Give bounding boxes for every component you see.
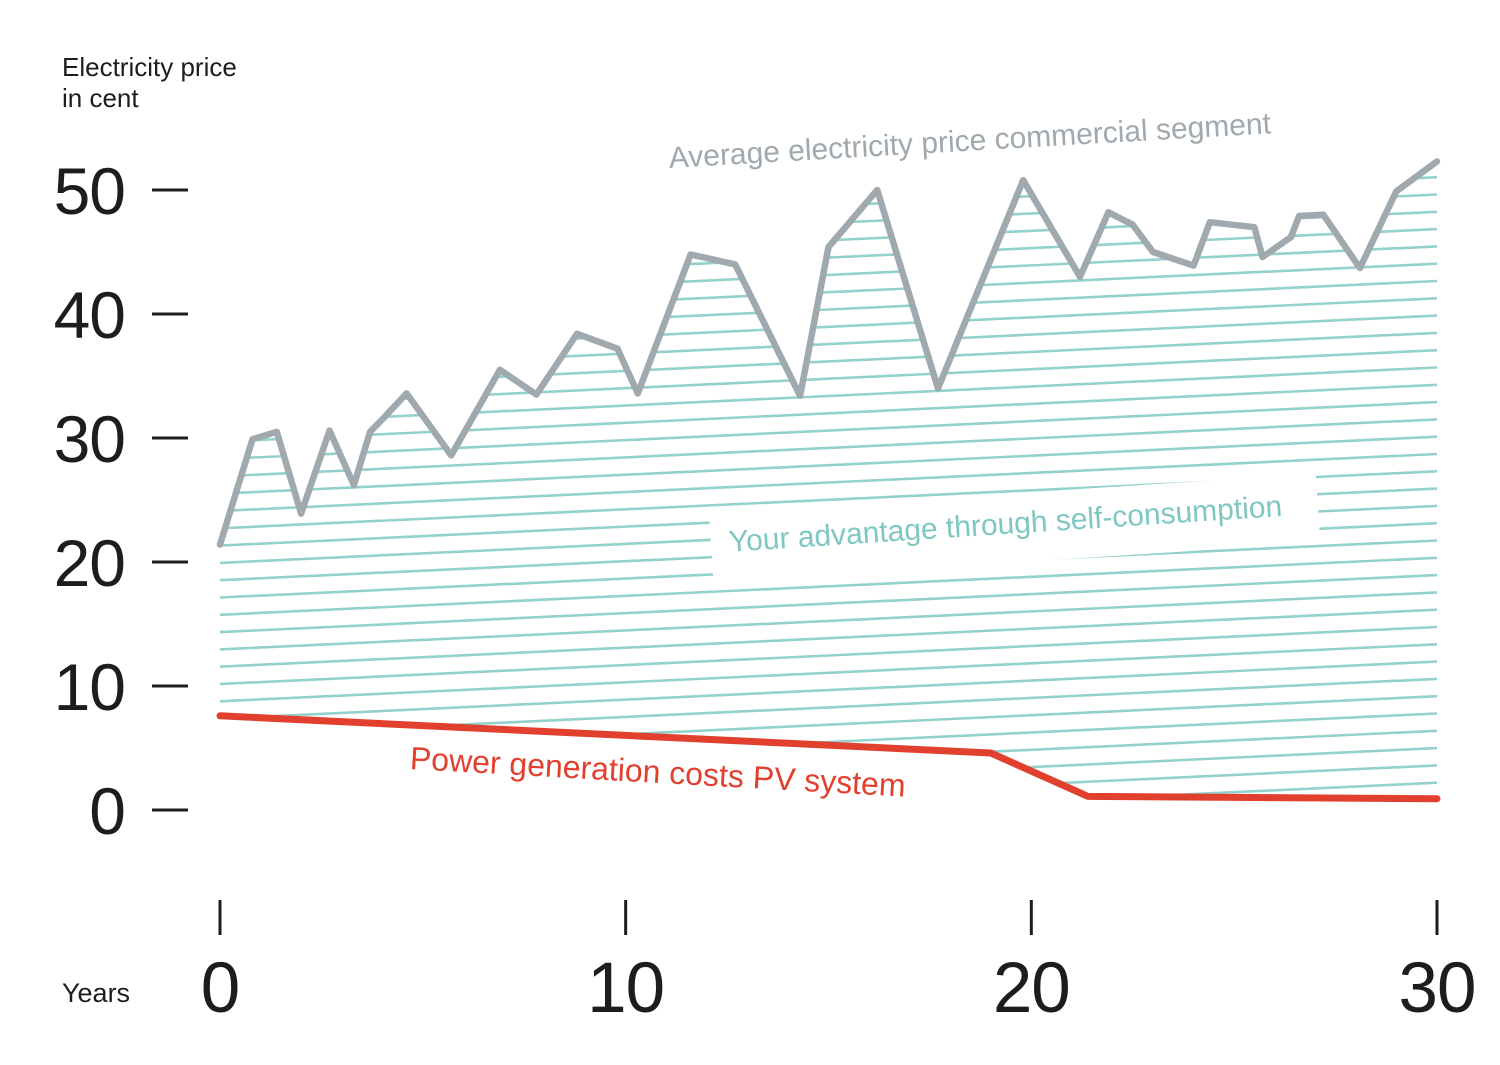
y-axis-title-line1: Electricity price [62,52,237,82]
y-tick-label: 0 [89,774,125,848]
x-tick-label: 20 [993,949,1070,1028]
y-axis: 0 10 20 30 40 50 [54,154,188,848]
x-axis-title: Years [62,978,131,1008]
y-tick-label: 20 [54,526,125,600]
series-average-electricity-price [216,158,1441,548]
y-axis-title: Electricity price in cent [62,52,237,114]
y-tick-label: 40 [54,278,125,352]
x-tick-label: 10 [587,949,664,1028]
x-tick-label: 0 [201,949,240,1028]
y-tick-label: 50 [54,154,125,228]
y-tick-label: 10 [54,650,125,724]
x-axis: 0 10 20 30 [201,900,1476,1028]
x-tick-label: 30 [1398,949,1475,1028]
y-tick-label: 30 [54,402,125,476]
series-pv-generation-costs [216,712,1441,803]
y-axis-title-line2: in cent [62,83,139,113]
